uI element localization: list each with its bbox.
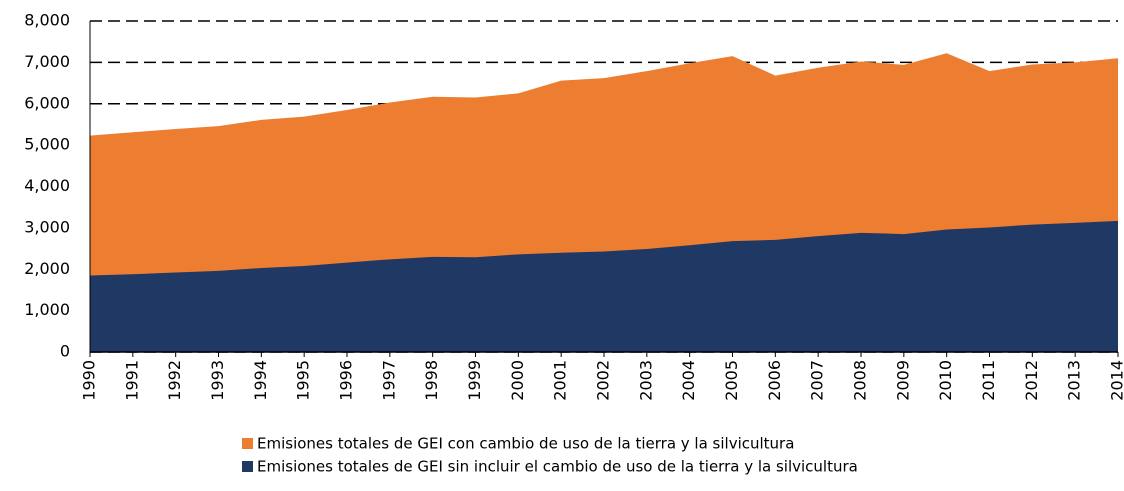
x-tick-label: 2006 <box>765 360 784 401</box>
y-tick-label: 4,000 <box>24 176 70 195</box>
x-tick-label: 2009 <box>893 360 912 401</box>
y-tick-label: 1,000 <box>24 300 70 319</box>
x-tick-label: 1996 <box>337 360 356 401</box>
legend-swatch <box>242 461 253 472</box>
y-tick-label: 2,000 <box>24 259 70 278</box>
x-tick-label: 2010 <box>936 360 955 401</box>
x-tick-label: 2002 <box>594 360 613 401</box>
legend-swatch <box>242 438 253 449</box>
x-tick-label: 2012 <box>1022 360 1041 401</box>
x-tick-label: 2013 <box>1065 360 1084 401</box>
x-tick-label: 1990 <box>80 360 99 401</box>
legend-label: Emisiones totales de GEI sin incluir el … <box>257 458 858 476</box>
x-tick-label: 2011 <box>979 360 998 401</box>
x-tick-label: 2003 <box>636 360 655 401</box>
x-tick-label: 2008 <box>851 360 870 401</box>
y-tick-label: 8,000 <box>24 11 70 30</box>
y-tick-label: 3,000 <box>24 217 70 236</box>
y-tick-label: 0 <box>60 342 70 361</box>
x-tick-label: 2014 <box>1108 360 1124 401</box>
x-tick-label: 1995 <box>294 360 313 401</box>
x-tick-label: 2001 <box>551 360 570 401</box>
x-tick-label: 1999 <box>465 360 484 401</box>
y-tick-label: 6,000 <box>24 93 70 112</box>
x-tick-label: 2000 <box>508 360 527 401</box>
x-tick-label: 1998 <box>422 360 441 401</box>
y-tick-label: 5,000 <box>24 135 70 154</box>
x-tick-label: 1997 <box>379 360 398 401</box>
legend-label: Emisiones totales de GEI con cambio de u… <box>257 435 794 453</box>
x-tick-label: 1993 <box>208 360 227 401</box>
x-tick-label: 2005 <box>722 360 741 401</box>
x-tick-label: 1991 <box>122 360 141 401</box>
y-tick-label: 7,000 <box>24 52 70 71</box>
x-tick-label: 2007 <box>808 360 827 401</box>
x-tick-label: 1994 <box>251 360 270 401</box>
x-tick-label: 2004 <box>679 360 698 401</box>
x-tick-label: 1992 <box>165 360 184 401</box>
